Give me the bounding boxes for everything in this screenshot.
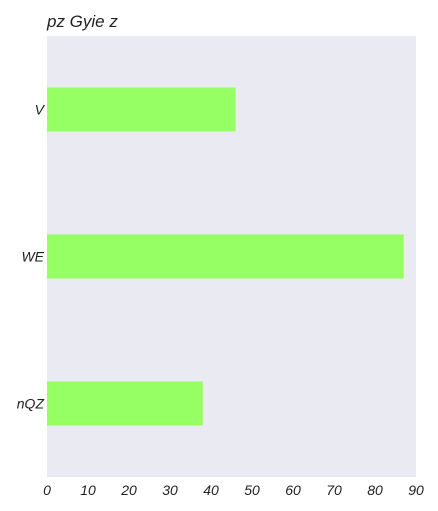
x-tick-label: 70 (326, 482, 342, 498)
x-tick-label: 0 (43, 482, 51, 498)
x-tick-label: 40 (203, 482, 219, 498)
x-tick-label: 10 (80, 482, 96, 498)
x-tick-label: 60 (285, 482, 301, 498)
y-tick-label: WE (21, 249, 44, 265)
x-tick-label: 50 (244, 482, 260, 498)
x-tick-label: 30 (162, 482, 178, 498)
y-axis-tick-labels: V WE nQZ (17, 102, 46, 412)
y-tick-label: V (35, 102, 46, 118)
bar-WE (47, 234, 404, 279)
x-tick-label: 20 (120, 482, 137, 498)
x-axis-tick-labels: 0 10 20 30 40 50 60 70 80 90 (43, 482, 424, 498)
x-tick-label: 80 (367, 482, 383, 498)
chart-title: pz Gyie z (46, 12, 118, 31)
y-tick-label: nQZ (17, 396, 45, 412)
bar-V (47, 87, 236, 132)
x-tick-label: 90 (408, 482, 424, 498)
bar-group (47, 87, 404, 426)
bar-nQZ (47, 381, 203, 426)
